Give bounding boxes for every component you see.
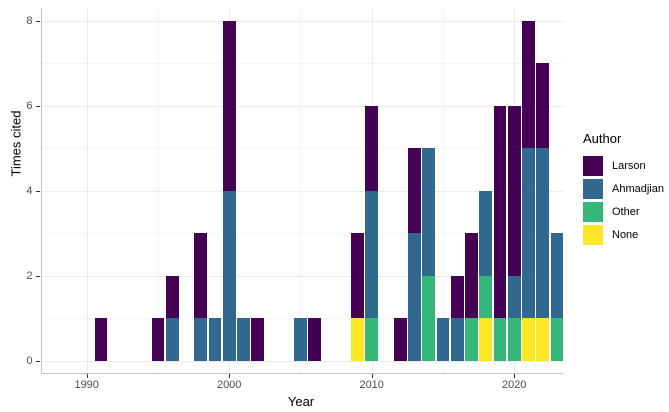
bar-segment-ahmadjian bbox=[522, 148, 535, 318]
bar-segment-larson bbox=[222, 20, 236, 191]
x-axis-title: Year bbox=[287, 394, 315, 409]
bar-segment-other bbox=[365, 318, 379, 361]
bar-segment-ahmadjian bbox=[436, 318, 450, 361]
y-tick-label: 2 bbox=[26, 270, 33, 282]
x-tick-label: 1990 bbox=[74, 378, 99, 391]
y-major-gridline bbox=[40, 105, 563, 107]
y-tick-label: 6 bbox=[26, 100, 33, 112]
bar-segment-none bbox=[522, 318, 535, 361]
x-major-gridline bbox=[86, 8, 88, 373]
x-tick-label: 2000 bbox=[216, 378, 242, 391]
x-tick-label: 2020 bbox=[501, 378, 527, 391]
x-axis-line bbox=[40, 372, 563, 374]
bar-segment-ahmadjian bbox=[222, 190, 236, 361]
y-minor-gridline bbox=[40, 63, 563, 64]
bar-segment-larson bbox=[251, 318, 265, 361]
bar-segment-ahmadjian bbox=[208, 318, 222, 361]
bar-segment-ahmadjian bbox=[507, 275, 521, 318]
bar-segment-other bbox=[550, 318, 564, 361]
legend-item-ahmadjian: Ahmadjian bbox=[583, 177, 664, 200]
bar-segment-larson bbox=[493, 105, 507, 318]
bar-segment-other bbox=[422, 275, 436, 361]
legend-item-other: Other bbox=[583, 200, 664, 223]
bar-segment-other bbox=[465, 318, 478, 361]
y-tick-mark bbox=[35, 190, 40, 192]
legend-item-label: None bbox=[612, 228, 639, 241]
bar-segment-ahmadjian bbox=[536, 148, 550, 318]
y-minor-gridline bbox=[40, 233, 563, 234]
legend-item-label: Ahmadjian bbox=[612, 182, 664, 195]
y-axis-line bbox=[40, 8, 42, 373]
x-tick-mark bbox=[514, 373, 516, 378]
bar-segment-larson bbox=[536, 63, 550, 148]
legend-key-swatch bbox=[583, 155, 603, 176]
bar-segment-other bbox=[507, 318, 521, 361]
x-minor-gridline bbox=[157, 8, 159, 373]
bar-segment-larson bbox=[393, 318, 407, 361]
y-tick-label: 8 bbox=[26, 15, 33, 27]
bar-segment-other bbox=[479, 275, 493, 318]
x-minor-gridline bbox=[300, 8, 302, 373]
x-minor-gridline bbox=[442, 8, 444, 373]
bar-segment-larson bbox=[94, 318, 108, 361]
bar-segment-none bbox=[351, 318, 364, 361]
bar-segment-ahmadjian bbox=[408, 233, 421, 361]
legend-key-swatch bbox=[583, 201, 603, 222]
bar-segment-none bbox=[536, 318, 550, 361]
bar-segment-ahmadjian bbox=[450, 318, 464, 361]
bar-segment-larson bbox=[522, 20, 535, 148]
bar-segment-other bbox=[493, 318, 507, 361]
x-tick-label: 2010 bbox=[359, 378, 384, 391]
legend: Author Larson Ahmadjian Other None bbox=[583, 131, 664, 246]
bar-segment-larson bbox=[465, 233, 478, 318]
bar-segment-larson bbox=[308, 318, 322, 361]
bar-segment-larson bbox=[165, 275, 179, 318]
bar-segment-ahmadjian bbox=[422, 148, 436, 276]
bar-segment-ahmadjian bbox=[550, 233, 564, 318]
bar-segment-ahmadjian bbox=[365, 190, 379, 318]
x-tick-mark bbox=[86, 373, 88, 378]
x-tick-mark bbox=[229, 373, 231, 378]
bar-segment-larson bbox=[450, 275, 464, 318]
bar-segment-larson bbox=[408, 148, 421, 233]
bar-segment-larson bbox=[351, 233, 364, 318]
bar-segment-ahmadjian bbox=[194, 318, 208, 361]
legend-item-none: None bbox=[583, 223, 664, 246]
bar-segment-ahmadjian bbox=[479, 190, 493, 276]
y-minor-gridline bbox=[40, 148, 563, 149]
y-major-gridline bbox=[40, 360, 563, 362]
legend-key-swatch bbox=[583, 178, 603, 199]
y-tick-mark bbox=[35, 20, 40, 22]
y-tick-mark bbox=[35, 360, 40, 362]
y-tick-label: 4 bbox=[26, 185, 33, 197]
bar-segment-larson bbox=[151, 318, 165, 361]
y-major-gridline bbox=[40, 275, 563, 277]
y-major-gridline bbox=[40, 20, 563, 22]
x-tick-mark bbox=[371, 373, 373, 378]
legend-item-larson: Larson bbox=[583, 154, 664, 177]
y-major-gridline bbox=[40, 190, 563, 192]
bar-segment-larson bbox=[365, 105, 379, 191]
bar-segment-ahmadjian bbox=[294, 318, 307, 361]
legend-item-label: Larson bbox=[612, 159, 646, 172]
y-axis-title: Times cited bbox=[8, 110, 24, 177]
legend-item-label: Other bbox=[612, 205, 640, 218]
legend-title: Author bbox=[583, 131, 622, 146]
y-tick-label: 0 bbox=[26, 355, 33, 367]
bar-segment-larson bbox=[194, 233, 208, 318]
bar-segment-none bbox=[479, 318, 493, 361]
bar-segment-ahmadjian bbox=[165, 318, 179, 361]
y-tick-mark bbox=[35, 275, 40, 277]
bar-segment-larson bbox=[507, 105, 521, 276]
y-tick-mark bbox=[35, 105, 40, 107]
bar-segment-ahmadjian bbox=[237, 318, 250, 361]
legend-key-swatch bbox=[583, 224, 603, 245]
